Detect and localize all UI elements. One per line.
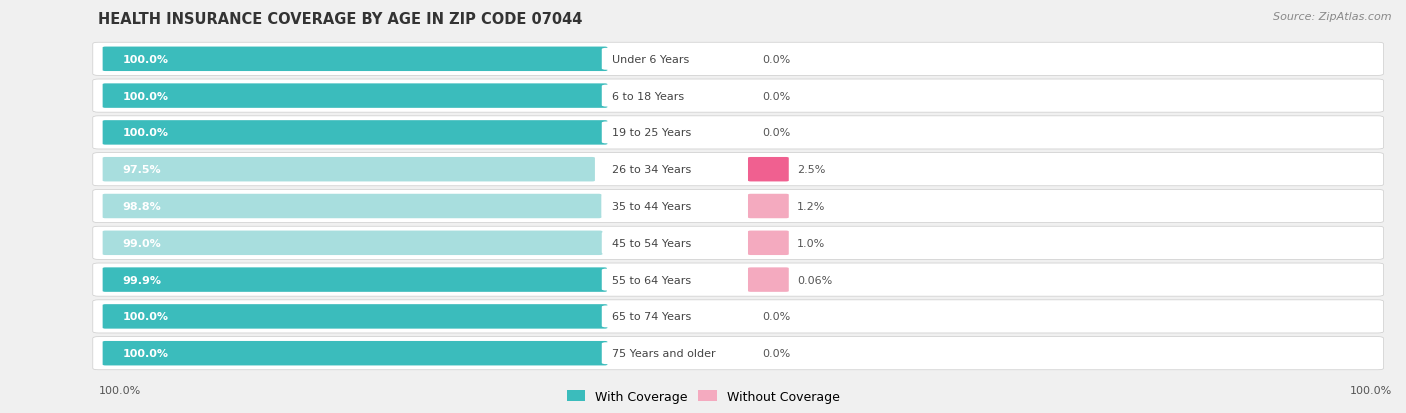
Text: 99.0%: 99.0%: [122, 238, 162, 248]
Text: 75 Years and older: 75 Years and older: [612, 348, 716, 358]
FancyBboxPatch shape: [602, 232, 755, 254]
Text: 0.06%: 0.06%: [797, 275, 832, 285]
Text: 35 to 44 Years: 35 to 44 Years: [612, 202, 690, 211]
FancyBboxPatch shape: [93, 227, 1384, 260]
Text: 100.0%: 100.0%: [122, 348, 169, 358]
FancyBboxPatch shape: [93, 43, 1384, 76]
FancyBboxPatch shape: [602, 269, 755, 291]
FancyBboxPatch shape: [748, 158, 789, 182]
Text: Under 6 Years: Under 6 Years: [612, 55, 689, 65]
FancyBboxPatch shape: [93, 300, 1384, 333]
FancyBboxPatch shape: [103, 47, 607, 72]
FancyBboxPatch shape: [602, 85, 755, 107]
Text: 1.2%: 1.2%: [797, 202, 825, 211]
Text: Source: ZipAtlas.com: Source: ZipAtlas.com: [1274, 12, 1392, 22]
Text: 19 to 25 Years: 19 to 25 Years: [612, 128, 690, 138]
Text: 100.0%: 100.0%: [122, 55, 169, 65]
FancyBboxPatch shape: [103, 268, 607, 292]
FancyBboxPatch shape: [103, 84, 607, 109]
FancyBboxPatch shape: [602, 159, 755, 181]
FancyBboxPatch shape: [602, 342, 755, 364]
Text: 2.5%: 2.5%: [797, 165, 825, 175]
Text: 97.5%: 97.5%: [122, 165, 160, 175]
FancyBboxPatch shape: [602, 49, 755, 71]
FancyBboxPatch shape: [93, 190, 1384, 223]
FancyBboxPatch shape: [93, 337, 1384, 370]
FancyBboxPatch shape: [748, 194, 789, 219]
FancyBboxPatch shape: [93, 80, 1384, 113]
Text: 6 to 18 Years: 6 to 18 Years: [612, 91, 683, 101]
Text: 99.9%: 99.9%: [122, 275, 162, 285]
FancyBboxPatch shape: [602, 196, 755, 217]
FancyBboxPatch shape: [103, 194, 602, 219]
Text: HEALTH INSURANCE COVERAGE BY AGE IN ZIP CODE 07044: HEALTH INSURANCE COVERAGE BY AGE IN ZIP …: [98, 12, 583, 27]
Text: 100.0%: 100.0%: [122, 91, 169, 101]
Text: 45 to 54 Years: 45 to 54 Years: [612, 238, 690, 248]
Text: 0.0%: 0.0%: [762, 128, 790, 138]
FancyBboxPatch shape: [103, 341, 607, 366]
FancyBboxPatch shape: [93, 116, 1384, 150]
FancyBboxPatch shape: [103, 158, 595, 182]
Text: 26 to 34 Years: 26 to 34 Years: [612, 165, 690, 175]
Text: 100.0%: 100.0%: [98, 385, 141, 395]
Text: 0.0%: 0.0%: [762, 55, 790, 65]
Text: 0.0%: 0.0%: [762, 348, 790, 358]
FancyBboxPatch shape: [748, 268, 789, 292]
Text: 100.0%: 100.0%: [122, 128, 169, 138]
Text: 65 to 74 Years: 65 to 74 Years: [612, 312, 690, 322]
Text: 100.0%: 100.0%: [1350, 385, 1392, 395]
FancyBboxPatch shape: [103, 304, 607, 329]
FancyBboxPatch shape: [602, 122, 755, 144]
FancyBboxPatch shape: [93, 263, 1384, 297]
Text: 55 to 64 Years: 55 to 64 Years: [612, 275, 690, 285]
Legend: With Coverage, Without Coverage: With Coverage, Without Coverage: [567, 390, 839, 403]
Text: 0.0%: 0.0%: [762, 312, 790, 322]
Text: 0.0%: 0.0%: [762, 91, 790, 101]
FancyBboxPatch shape: [103, 231, 602, 255]
FancyBboxPatch shape: [602, 306, 755, 328]
FancyBboxPatch shape: [103, 121, 607, 145]
Text: 98.8%: 98.8%: [122, 202, 162, 211]
Text: 1.0%: 1.0%: [797, 238, 825, 248]
FancyBboxPatch shape: [93, 153, 1384, 186]
Text: 100.0%: 100.0%: [122, 312, 169, 322]
FancyBboxPatch shape: [748, 231, 789, 255]
